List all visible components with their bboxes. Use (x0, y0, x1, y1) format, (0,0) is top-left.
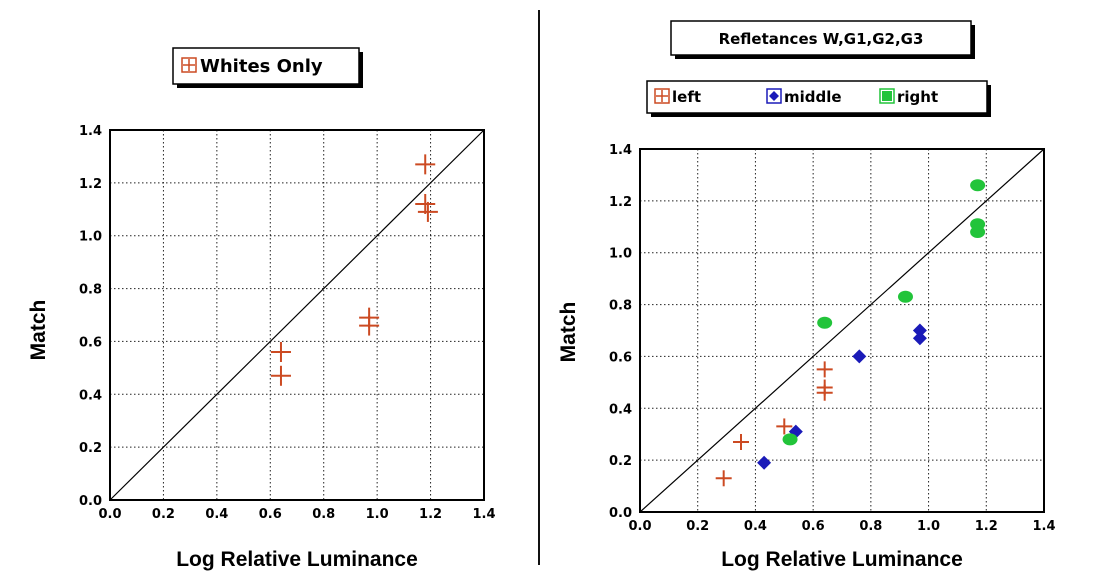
data-points (270, 154, 438, 386)
x-tick-label: 0.0 (98, 507, 121, 522)
x-tick-label: 1.2 (975, 519, 998, 534)
y-tick-label: 1.0 (609, 247, 632, 262)
x-tick-label: 1.4 (472, 507, 495, 522)
title-box: Refletances W,G1,G2,G3 (670, 20, 975, 59)
plot-frame (639, 148, 1045, 513)
x-tick-label: 0.2 (152, 507, 175, 522)
y-tick-label: 0.8 (609, 299, 632, 314)
data-point-plus (816, 361, 833, 378)
x-tick-label: 1.0 (366, 507, 389, 522)
y-tick-label: 0.4 (609, 402, 632, 417)
y-axis-title: Match (557, 302, 580, 363)
data-point-plus (417, 201, 438, 222)
x-tick-label: 1.2 (419, 507, 442, 522)
y-tick-label: 0.2 (79, 441, 102, 456)
data-point-diamond (757, 455, 772, 470)
y-tick-label: 1.2 (79, 177, 102, 192)
y-tick-label: 0.4 (79, 388, 102, 403)
x-tick-label: 0.4 (744, 519, 767, 534)
data-point-plus (415, 194, 436, 214)
x-tick-label: 0.4 (205, 507, 228, 522)
data-point-diamond (852, 349, 867, 364)
y-tick-label: 1.4 (609, 143, 632, 158)
data-point-plus (776, 418, 793, 435)
x-tick-label: 0.8 (312, 507, 335, 522)
y-tick-label: 0.8 (79, 283, 102, 298)
data-point-plus (270, 365, 291, 386)
data-point-diamond (912, 323, 927, 338)
chart-title: Refletances W,G1,G2,G3 (719, 30, 924, 48)
x-tick-label: 0.6 (259, 507, 282, 522)
y-tick-label: 0.0 (79, 494, 102, 509)
legend-label-right: right (897, 88, 938, 106)
data-point-circle (817, 316, 833, 329)
data-point-diamond (912, 331, 927, 346)
tick-labels: 0.00.0 0.2 0.2 0.4 0.4 0.6 0.6 0.8 0.8 1.0 1.0 1.2 1… (79, 124, 496, 522)
data-point-plus (359, 315, 380, 336)
y-tick-label: 0.6 (79, 335, 102, 350)
chart-whites-only: Whites Only 0.00.00.20.20.40.40.60.60.80… (27, 47, 496, 571)
x-tick-label: 0.0 (628, 519, 651, 534)
y-tick-label: 0.2 (609, 454, 632, 469)
tick-labels: 0.00.0 0.2 0.2 0.4 0.4 0.6 0.6 0.8 0.8 1.0 1.0 1.2 1… (609, 143, 1056, 534)
y-tick-label: 1.4 (79, 124, 102, 139)
data-point-plus (715, 470, 732, 487)
x-tick-label: 1.4 (1032, 519, 1055, 534)
y-tick-label: 0.0 (609, 506, 632, 521)
legend: left middle right (646, 80, 991, 117)
y-tick-label: 1.2 (609, 195, 632, 210)
data-points (715, 179, 986, 487)
data-point-plus (270, 342, 291, 362)
x-tick-label: 1.0 (917, 519, 940, 534)
plot-frame (109, 129, 485, 501)
x-tick-label: 0.8 (859, 519, 882, 534)
legend-label-middle: middle (784, 88, 842, 106)
chart-reflectances: Refletances W,G1,G2,G3 left middle right… (557, 20, 1056, 571)
x-axis-title: Log Relative Luminance (721, 548, 963, 571)
legend-label: Whites Only (200, 56, 323, 77)
data-point-plus (816, 384, 833, 401)
grid (109, 129, 485, 501)
legend-label-left: left (672, 88, 701, 106)
panel-divider (538, 10, 540, 565)
data-point-circle (782, 433, 798, 446)
data-point-circle (897, 290, 913, 303)
data-point-circle (970, 225, 986, 238)
y-axis-title: Match (27, 300, 50, 361)
data-point-plus (733, 433, 749, 450)
legend-whites-only: Whites Only (172, 47, 363, 88)
x-tick-label: 0.6 (802, 519, 825, 534)
data-point-circle (970, 179, 986, 192)
data-point-plus (415, 154, 436, 175)
reference-line (639, 148, 1045, 513)
y-tick-label: 0.6 (609, 350, 632, 365)
grid (639, 148, 1045, 513)
x-tick-label: 0.2 (686, 519, 709, 534)
reference-line (109, 129, 485, 501)
y-tick-label: 1.0 (79, 230, 102, 245)
x-axis-title: Log Relative Luminance (176, 548, 418, 571)
